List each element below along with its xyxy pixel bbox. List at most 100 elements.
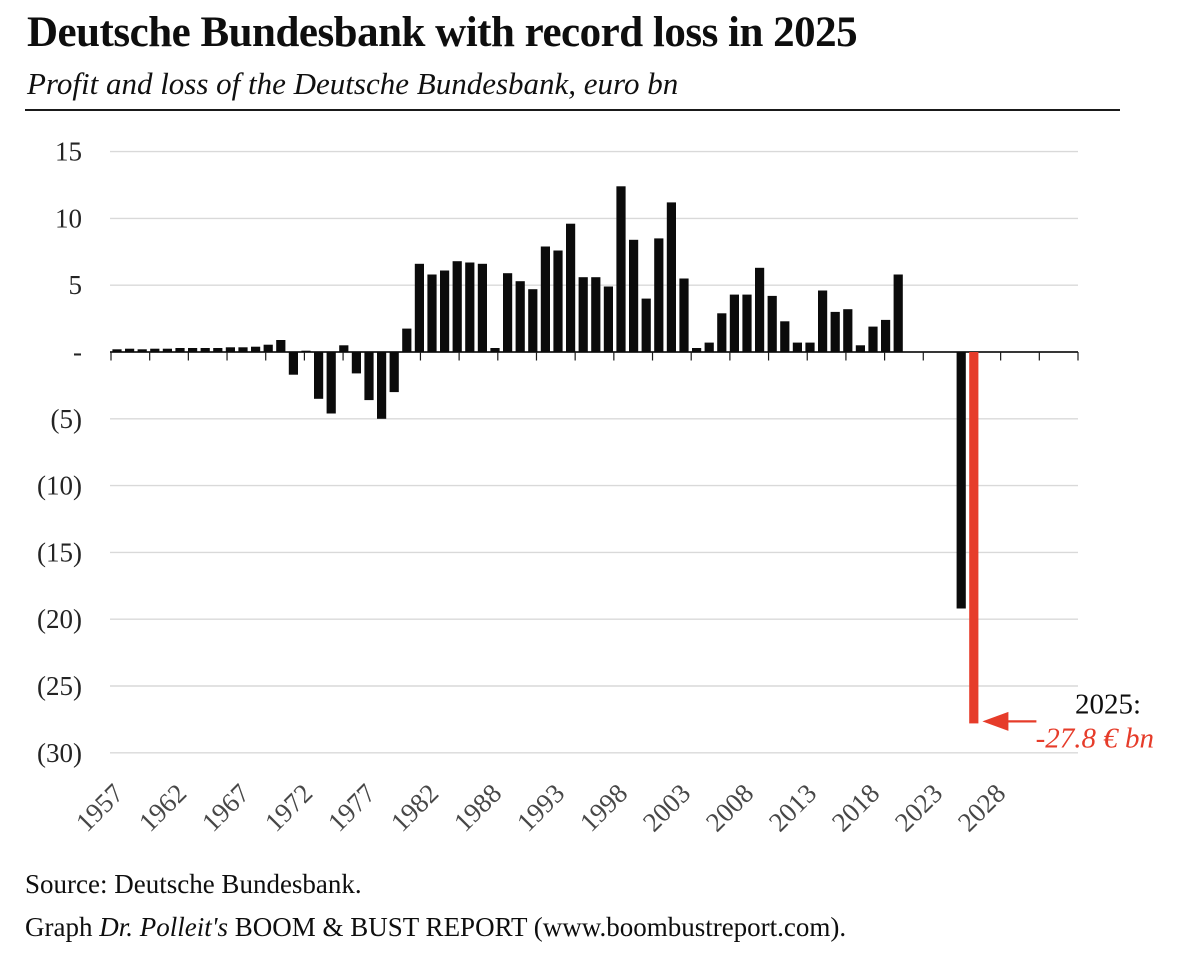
credit-author: Dr. Polleit's bbox=[99, 912, 229, 942]
bar-1986 bbox=[477, 263, 487, 352]
source-note: Source: Deutsche Bundesbank. bbox=[25, 869, 362, 899]
bar-1961 bbox=[162, 348, 172, 352]
bar-1979 bbox=[389, 352, 399, 393]
bar-2019 bbox=[893, 274, 903, 352]
credit-note: Graph Dr. Polleit's BOOM & BUST REPORT (… bbox=[25, 912, 846, 943]
bar-2014 bbox=[830, 311, 840, 352]
bar-1968 bbox=[251, 346, 261, 352]
bar-1957 bbox=[112, 349, 122, 352]
bar-2005 bbox=[717, 313, 727, 352]
bar-2000 bbox=[654, 238, 664, 352]
bar-1984 bbox=[452, 261, 462, 352]
x-axis-label-1962: 1962 bbox=[133, 778, 192, 837]
bar-2011 bbox=[792, 342, 802, 352]
bar-2024 bbox=[956, 352, 966, 609]
bar-1973 bbox=[314, 352, 324, 399]
header-divider bbox=[25, 109, 1120, 111]
bar-1960 bbox=[150, 348, 160, 352]
bar-1958 bbox=[125, 348, 135, 352]
y-axis-label-15: 15 bbox=[55, 137, 82, 167]
bar-1970 bbox=[276, 340, 286, 352]
y-axis-label--25: (25) bbox=[37, 671, 82, 701]
x-axis-label-2023: 2023 bbox=[889, 778, 948, 837]
annotation-year: 2025: bbox=[1075, 688, 1141, 720]
bar-1964 bbox=[200, 348, 210, 352]
y-axis-label-10: 10 bbox=[55, 203, 82, 233]
y-axis-label--15: (15) bbox=[37, 537, 82, 567]
y-axis-label--5: (5) bbox=[51, 404, 82, 434]
bar-1959 bbox=[137, 349, 147, 352]
bar-1990 bbox=[528, 289, 538, 352]
bar-1983 bbox=[440, 270, 450, 352]
y-axis-label--20: (20) bbox=[37, 604, 82, 634]
bar-1962 bbox=[175, 348, 185, 352]
bar-2025 bbox=[969, 352, 979, 724]
x-axis-label-1957: 1957 bbox=[70, 778, 129, 837]
credit-rest: BOOM & BUST REPORT (www.boombustreport.c… bbox=[228, 912, 847, 942]
x-axis-label-1993: 1993 bbox=[511, 778, 570, 837]
bar-1993 bbox=[566, 223, 576, 352]
bar-1985 bbox=[465, 262, 475, 352]
bar-1997 bbox=[616, 186, 626, 352]
bar-2013 bbox=[818, 290, 828, 352]
x-axis-label-1998: 1998 bbox=[574, 778, 633, 837]
x-axis-label-2018: 2018 bbox=[826, 778, 885, 837]
bar-2003 bbox=[692, 348, 702, 352]
x-axis-label-1977: 1977 bbox=[322, 778, 381, 837]
x-axis-label-2028: 2028 bbox=[952, 778, 1011, 837]
y-axis-label--30: (30) bbox=[37, 738, 82, 768]
x-axis-label-2003: 2003 bbox=[637, 778, 696, 837]
annotation-value: -27.8 € bn bbox=[1036, 722, 1154, 754]
x-axis-label-1967: 1967 bbox=[196, 778, 255, 837]
bar-1963 bbox=[188, 348, 198, 352]
bar-1994 bbox=[578, 277, 588, 352]
y-axis-label-5: 5 bbox=[69, 270, 83, 300]
bar-1999 bbox=[641, 298, 651, 352]
bar-2008 bbox=[755, 267, 765, 352]
bar-1980 bbox=[402, 328, 412, 352]
bar-1978 bbox=[377, 352, 387, 419]
bar-2009 bbox=[767, 295, 777, 352]
bar-2017 bbox=[868, 326, 878, 352]
page-subtitle: Profit and loss of the Deutsche Bundesba… bbox=[27, 66, 679, 101]
bar-2018 bbox=[881, 319, 891, 352]
x-axis-label-2013: 2013 bbox=[763, 778, 822, 837]
bar-1982 bbox=[427, 274, 437, 352]
bar-1998 bbox=[629, 239, 639, 352]
bar-1965 bbox=[213, 348, 223, 352]
x-axis-label-1982: 1982 bbox=[385, 778, 444, 837]
bar-1976 bbox=[351, 352, 361, 374]
bar-2004 bbox=[704, 342, 714, 352]
x-axis-label-1972: 1972 bbox=[259, 778, 318, 837]
bar-1995 bbox=[591, 277, 601, 352]
x-axis-label-2008: 2008 bbox=[700, 778, 759, 837]
bar-2001 bbox=[666, 202, 676, 352]
bar-2015 bbox=[843, 309, 853, 352]
annotation-arrow-head bbox=[982, 711, 1009, 731]
bar-2016 bbox=[855, 345, 865, 352]
bar-1969 bbox=[263, 344, 273, 352]
bar-1967 bbox=[238, 347, 248, 352]
bar-1966 bbox=[225, 347, 235, 352]
bar-2010 bbox=[780, 321, 790, 352]
bar-2006 bbox=[729, 294, 739, 352]
y-axis-label--10: (10) bbox=[37, 471, 82, 501]
x-axis-label-1988: 1988 bbox=[448, 778, 507, 837]
bar-1992 bbox=[553, 250, 563, 352]
bar-1981 bbox=[414, 263, 424, 352]
bar-1989 bbox=[515, 281, 525, 352]
bar-1977 bbox=[364, 352, 374, 401]
bar-1991 bbox=[540, 246, 550, 352]
bar-2007 bbox=[742, 294, 752, 352]
bar-1971 bbox=[288, 352, 298, 375]
y-axis-label-0: - bbox=[73, 337, 82, 367]
bar-1996 bbox=[603, 286, 613, 352]
bar-1975 bbox=[339, 345, 349, 352]
bar-1972 bbox=[301, 350, 311, 352]
bar-1988 bbox=[503, 273, 513, 352]
credit-prefix: Graph bbox=[25, 912, 100, 942]
page-title: Deutsche Bundesbank with record loss in … bbox=[27, 9, 858, 56]
bar-1974 bbox=[326, 352, 336, 414]
